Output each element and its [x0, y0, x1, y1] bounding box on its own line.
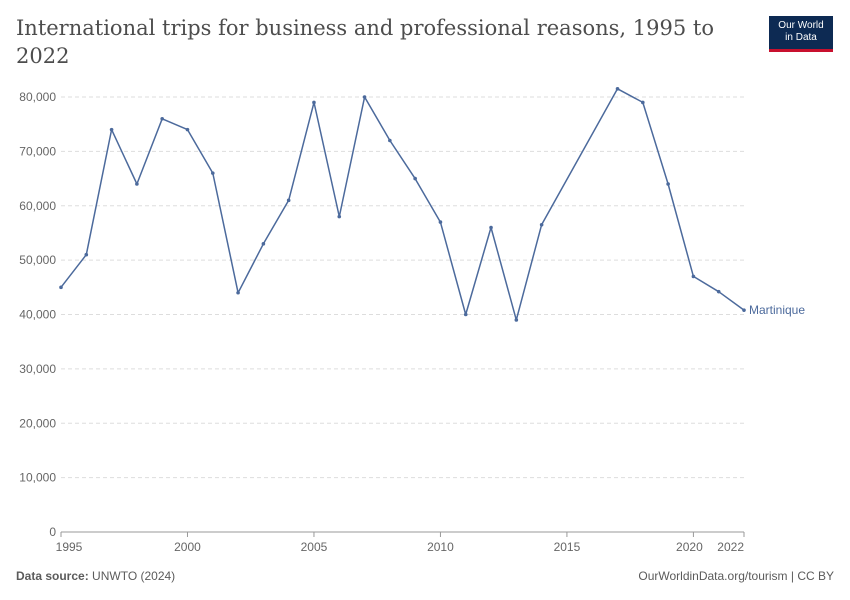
- data-point[interactable]: [388, 138, 392, 143]
- y-tick-label: 20,000: [19, 416, 56, 430]
- y-tick-label: 40,000: [19, 308, 56, 322]
- line-chart: 0 10,000 20,000 30,000 40,000 50,000 60,000 70,…: [19, 87, 805, 554]
- data-point[interactable]: [59, 285, 63, 290]
- series-line-martinique[interactable]: [60, 88, 745, 321]
- x-tick-label: 2000: [174, 540, 201, 554]
- logo-line-1: Our World: [778, 20, 824, 31]
- data-point[interactable]: [362, 95, 367, 99]
- x-tick-label: 2020: [676, 540, 703, 554]
- y-tick-label: 60,000: [19, 199, 56, 213]
- series-lines: [60, 88, 745, 321]
- data-point[interactable]: [514, 318, 519, 322]
- data-point[interactable]: [463, 312, 468, 317]
- axes: 0 10,000 20,000 30,000 40,000 50,000 60,000 70,…: [19, 90, 745, 554]
- data-point[interactable]: [438, 220, 443, 224]
- data-point[interactable]: [261, 242, 266, 246]
- data-point[interactable]: [286, 198, 291, 203]
- data-point[interactable]: [691, 274, 696, 279]
- data-point[interactable]: [742, 308, 746, 312]
- x-tick-label: 2005: [301, 540, 328, 554]
- data-point[interactable]: [84, 252, 89, 257]
- credit-link[interactable]: OurWorldinData.org/tourism | CC BY: [638, 569, 834, 583]
- x-tick-label: 2022: [717, 540, 744, 554]
- data-point[interactable]: [135, 182, 139, 186]
- data-source-value: UNWTO (2024): [92, 569, 176, 583]
- gridlines: [61, 96, 744, 479]
- owid-logo[interactable]: Our World in Data: [769, 16, 833, 52]
- data-point[interactable]: [160, 116, 164, 121]
- data-point[interactable]: [489, 225, 493, 230]
- x-tick-label: 2010: [427, 540, 454, 554]
- data-point[interactable]: [210, 171, 215, 175]
- y-tick-label: 50,000: [19, 253, 56, 267]
- data-point[interactable]: [615, 87, 620, 91]
- data-points: [59, 87, 746, 322]
- x-tick-label: 2015: [554, 540, 581, 554]
- logo-line-2: in Data: [785, 32, 817, 43]
- chart-title: International trips for business and pro…: [16, 16, 714, 68]
- data-point[interactable]: [337, 214, 342, 219]
- data-point[interactable]: [413, 176, 417, 181]
- y-tick-label: 0: [49, 525, 56, 539]
- data-source-label: Data source:: [16, 569, 89, 583]
- data-point[interactable]: [185, 127, 190, 132]
- data-source: Data source: UNWTO (2024): [16, 569, 175, 583]
- y-tick-label: 80,000: [19, 90, 56, 104]
- data-point[interactable]: [666, 182, 670, 186]
- y-tick-label: 10,000: [19, 471, 56, 485]
- series-label[interactable]: Martinique: [749, 303, 805, 317]
- y-tick-label: 30,000: [19, 362, 56, 376]
- data-point[interactable]: [641, 100, 645, 105]
- data-point[interactable]: [109, 127, 114, 132]
- data-point[interactable]: [312, 100, 316, 105]
- series-labels: Martinique: [749, 303, 805, 317]
- data-point[interactable]: [716, 289, 721, 294]
- x-tick-label: 1995: [56, 540, 83, 554]
- y-tick-label: 70,000: [19, 144, 56, 158]
- data-point[interactable]: [236, 290, 240, 295]
- data-point[interactable]: [539, 222, 544, 227]
